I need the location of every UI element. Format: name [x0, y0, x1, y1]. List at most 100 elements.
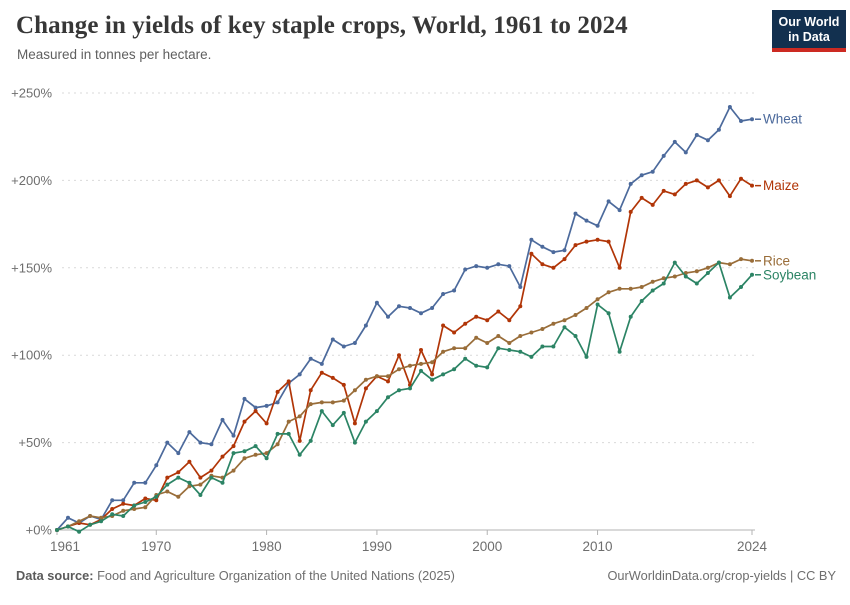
series-point-soybean[interactable]: [374, 409, 379, 414]
series-point-maize[interactable]: [121, 501, 126, 506]
series-point-rice[interactable]: [242, 456, 247, 461]
series-point-soybean[interactable]: [650, 288, 655, 293]
series-point-soybean[interactable]: [66, 524, 70, 529]
series-point-wheat[interactable]: [264, 403, 269, 408]
series-point-maize[interactable]: [507, 318, 512, 323]
series-point-maize[interactable]: [694, 178, 699, 183]
series-point-wheat[interactable]: [330, 337, 335, 342]
series-point-wheat[interactable]: [584, 218, 589, 223]
series-point-wheat[interactable]: [529, 237, 534, 242]
series-point-maize[interactable]: [198, 475, 203, 480]
series-point-wheat[interactable]: [198, 440, 203, 445]
series-point-wheat[interactable]: [551, 250, 556, 255]
series-point-rice[interactable]: [308, 402, 313, 407]
series-point-wheat[interactable]: [672, 139, 677, 144]
series-point-rice[interactable]: [419, 361, 423, 366]
series-point-maize[interactable]: [253, 409, 258, 414]
series-point-soybean[interactable]: [110, 512, 115, 517]
series-point-wheat[interactable]: [132, 480, 137, 485]
series-point-wheat[interactable]: [220, 417, 225, 422]
citation-link[interactable]: OurWorldinData.org/crop-yields | CC BY: [607, 568, 836, 583]
series-point-maize[interactable]: [463, 321, 468, 326]
series-point-rice[interactable]: [584, 306, 589, 310]
series-point-soybean[interactable]: [231, 451, 236, 456]
series-point-wheat[interactable]: [661, 153, 666, 158]
series-point-soybean[interactable]: [694, 281, 699, 286]
series-point-soybean[interactable]: [518, 349, 523, 354]
series-point-maize[interactable]: [242, 419, 247, 424]
series-point-soybean[interactable]: [474, 363, 479, 368]
series-point-rice[interactable]: [386, 374, 390, 379]
series-point-soybean[interactable]: [386, 395, 390, 400]
series-point-wheat[interactable]: [110, 498, 115, 503]
series-point-maize[interactable]: [672, 192, 677, 197]
series-point-soybean[interactable]: [176, 475, 181, 480]
series-point-rice[interactable]: [198, 482, 203, 487]
series-point-soybean[interactable]: [496, 346, 501, 351]
series-point-wheat[interactable]: [518, 285, 523, 289]
series-point-wheat[interactable]: [297, 372, 302, 377]
series-point-soybean[interactable]: [452, 367, 457, 372]
series-point-wheat[interactable]: [474, 264, 479, 269]
series-point-wheat[interactable]: [441, 292, 446, 296]
series-point-maize[interactable]: [341, 382, 346, 387]
series-point-soybean[interactable]: [297, 452, 302, 457]
series-point-soybean[interactable]: [264, 456, 269, 461]
series-point-wheat[interactable]: [727, 105, 732, 109]
series-point-rice[interactable]: [739, 257, 743, 262]
series-point-wheat[interactable]: [705, 138, 710, 143]
series-point-soybean[interactable]: [529, 354, 534, 359]
series-point-soybean[interactable]: [507, 348, 512, 352]
series-point-rice[interactable]: [606, 290, 611, 295]
series-point-maize[interactable]: [165, 475, 170, 480]
series-point-wheat[interactable]: [154, 463, 159, 468]
series-point-wheat[interactable]: [463, 267, 468, 272]
series-point-maize[interactable]: [154, 498, 159, 503]
series-point-rice[interactable]: [485, 341, 490, 345]
series-point-soybean[interactable]: [408, 386, 412, 391]
series-point-soybean[interactable]: [253, 444, 258, 449]
series-point-wheat[interactable]: [595, 223, 600, 228]
series-point-maize[interactable]: [286, 379, 291, 384]
series-point-soybean[interactable]: [363, 419, 368, 424]
series-point-rice[interactable]: [551, 321, 556, 326]
series-point-soybean[interactable]: [154, 494, 159, 499]
series-point-rice[interactable]: [165, 489, 170, 494]
series-point-soybean[interactable]: [352, 440, 357, 445]
series-point-rice[interactable]: [694, 269, 699, 274]
series-point-rice[interactable]: [430, 360, 435, 365]
series-point-soybean[interactable]: [319, 409, 324, 414]
series-point-maize[interactable]: [187, 459, 192, 464]
series-point-maize[interactable]: [661, 188, 666, 193]
series-point-maize[interactable]: [496, 309, 501, 314]
series-point-maize[interactable]: [352, 421, 357, 426]
series-point-wheat[interactable]: [66, 515, 70, 520]
series-point-maize[interactable]: [705, 185, 710, 190]
series-point-wheat[interactable]: [209, 442, 214, 447]
series-point-rice[interactable]: [99, 515, 104, 520]
series-point-soybean[interactable]: [187, 480, 192, 485]
series-point-maize[interactable]: [474, 314, 479, 319]
series-point-soybean[interactable]: [661, 281, 666, 286]
series-point-maize[interactable]: [419, 348, 423, 352]
series-point-rice[interactable]: [330, 400, 335, 405]
series-point-rice[interactable]: [121, 508, 126, 513]
series-point-rice[interactable]: [617, 286, 622, 291]
series-point-soybean[interactable]: [341, 410, 346, 415]
series-point-soybean[interactable]: [683, 274, 688, 279]
series-point-maize[interactable]: [297, 438, 302, 443]
series-point-soybean[interactable]: [562, 325, 567, 330]
series-point-wheat[interactable]: [573, 211, 578, 216]
series-point-maize[interactable]: [110, 507, 115, 511]
series-point-wheat[interactable]: [683, 150, 688, 155]
series-point-maize[interactable]: [275, 389, 280, 394]
series-point-wheat[interactable]: [187, 430, 192, 435]
series-point-maize[interactable]: [617, 265, 622, 270]
series-point-maize[interactable]: [319, 370, 324, 375]
series-point-soybean[interactable]: [308, 438, 313, 443]
series-point-wheat[interactable]: [121, 498, 126, 503]
series-point-rice[interactable]: [518, 334, 523, 338]
series-point-rice[interactable]: [297, 414, 302, 419]
series-point-wheat[interactable]: [143, 480, 148, 485]
series-point-soybean[interactable]: [716, 260, 721, 265]
